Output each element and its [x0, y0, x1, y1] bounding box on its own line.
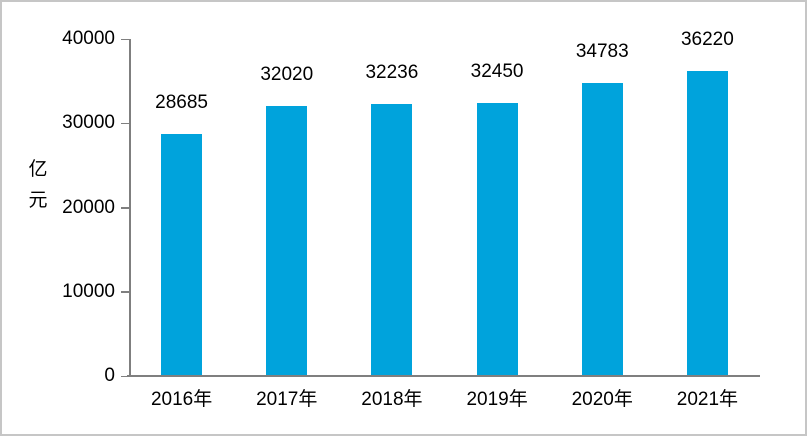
bar — [581, 82, 623, 375]
y-axis-tick — [121, 122, 129, 125]
bar-value-label: 32020 — [260, 64, 314, 86]
y-tick-label: 30000 — [62, 112, 115, 134]
y-tick-label: 40000 — [62, 28, 115, 49]
x-tick-label: 2021年 — [676, 389, 739, 410]
bar — [476, 102, 518, 375]
x-tick-label: 2016年 — [150, 389, 213, 410]
y-axis-tick — [121, 375, 129, 377]
y-axis-tick — [121, 291, 129, 293]
y-axis-title: 亿 元 — [28, 159, 48, 211]
bar — [686, 70, 728, 375]
x-tick-label: 2018年 — [361, 389, 423, 410]
bar-value-label: 32236 — [365, 62, 419, 84]
bar — [266, 106, 308, 375]
y-axis-tick — [121, 207, 129, 209]
y-axis-line — [129, 39, 131, 376]
y-tick-label: 0 — [104, 365, 115, 386]
x-tick-label: 2017年 — [256, 389, 318, 410]
y-tick-label: 10000 — [62, 280, 115, 302]
x-tick-label: 2019年 — [466, 389, 528, 410]
x-axis-line — [127, 375, 760, 377]
bar-value-label: 32450 — [470, 60, 524, 82]
x-tick-label: 2020年 — [571, 389, 633, 410]
bar — [161, 134, 203, 375]
bar — [371, 104, 413, 375]
bar-value-label: 34783 — [575, 40, 629, 62]
y-axis-tick — [121, 38, 129, 40]
y-tick-label: 20000 — [62, 196, 115, 218]
bar-value-label: 36220 — [680, 28, 734, 50]
bar-value-label: 28685 — [155, 92, 208, 114]
